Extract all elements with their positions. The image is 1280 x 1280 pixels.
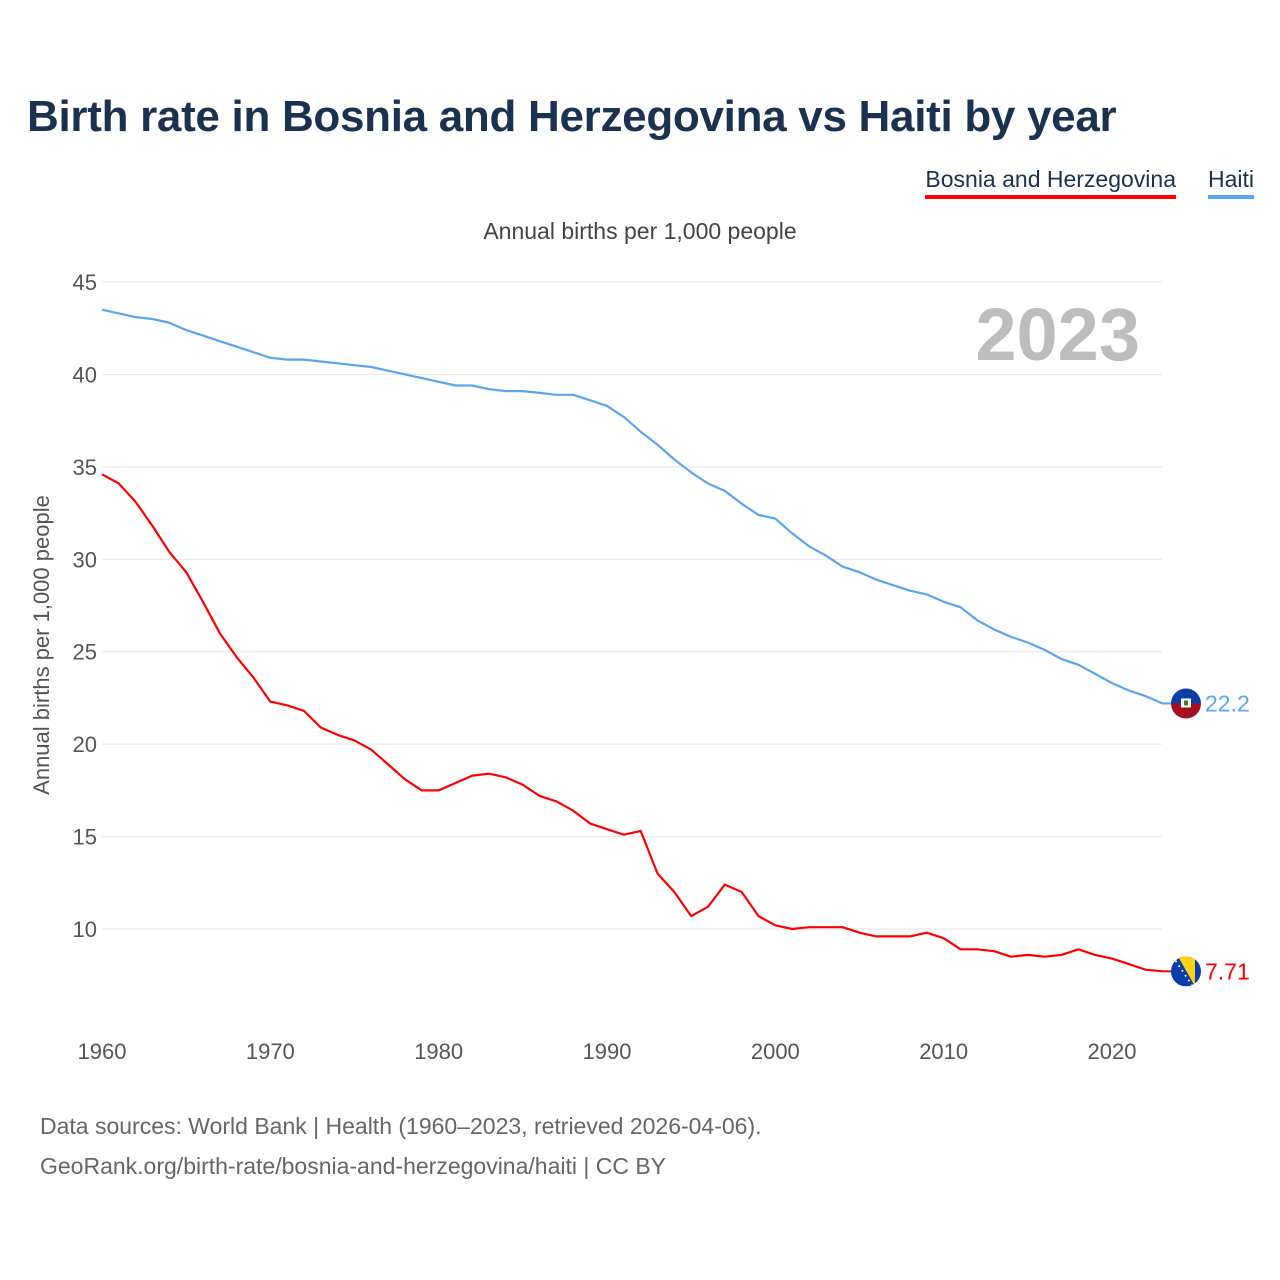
year-label: 2023 — [975, 293, 1140, 376]
x-tick-label: 1960 — [78, 1039, 127, 1064]
y-tick-label: 30 — [73, 547, 97, 572]
legend-bosnia[interactable]: Bosnia and Herzegovina — [925, 166, 1176, 199]
x-tick-label: 2020 — [1088, 1039, 1137, 1064]
y-tick-label: 25 — [73, 640, 97, 665]
x-tick-label: 1990 — [583, 1039, 632, 1064]
end-value-label: 7.71 — [1205, 958, 1250, 984]
y-tick-label: 10 — [73, 917, 97, 942]
y-tick-label: 15 — [73, 825, 97, 850]
y-tick-label: 45 — [73, 270, 97, 295]
chart-subtitle: Annual births per 1,000 people — [483, 218, 797, 244]
haiti-flag-icon — [1171, 688, 1201, 719]
bosnia-flag-icon — [1171, 956, 1201, 987]
x-tick-label: 1970 — [246, 1039, 295, 1064]
series-line-haiti[interactable] — [101, 308, 1163, 705]
x-tick-label: 1980 — [414, 1039, 463, 1064]
source-note: Data sources: World Bank | Health (1960–… — [40, 1106, 762, 1186]
source-line-1: Data sources: World Bank | Health (1960–… — [40, 1113, 762, 1139]
chart-title: Birth rate in Bosnia and Herzegovina vs … — [27, 92, 1117, 141]
source-line-2[interactable]: GeoRank.org/birth-rate/bosnia-and-herzeg… — [40, 1153, 667, 1179]
series-line-bosnia[interactable] — [101, 473, 1163, 973]
y-tick-label: 20 — [73, 732, 97, 757]
y-tick-label: 35 — [73, 455, 97, 480]
y-tick-label: 40 — [73, 362, 97, 387]
x-tick-label: 2010 — [919, 1039, 968, 1064]
legend-haiti[interactable]: Haiti — [1207, 166, 1254, 199]
x-tick-label: 2000 — [751, 1039, 800, 1064]
end-value-label: 22.2 — [1205, 690, 1250, 716]
